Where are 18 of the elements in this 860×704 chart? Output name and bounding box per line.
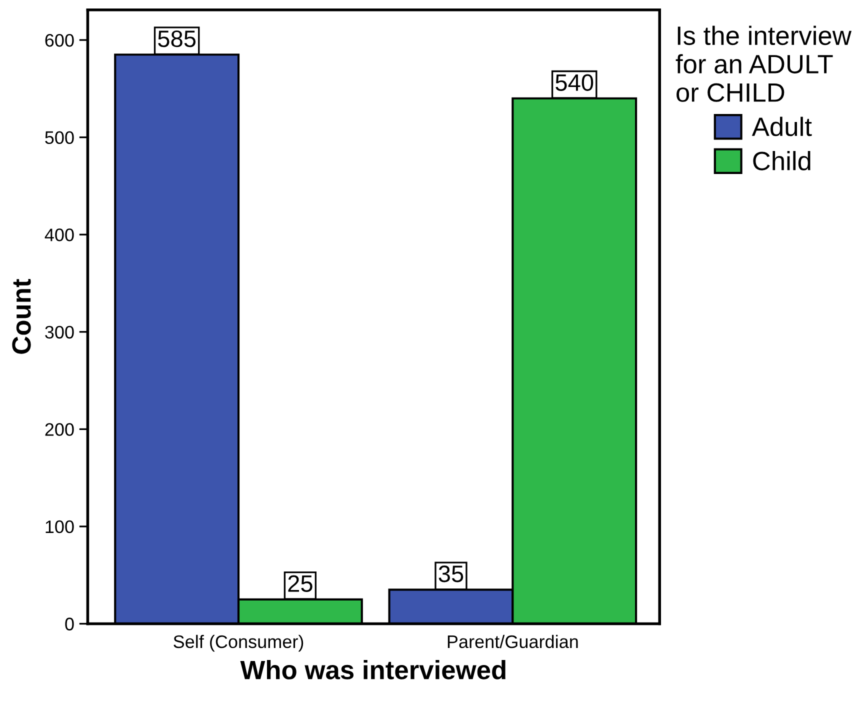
legend-title: Is the interview for an ADULT or CHILD bbox=[676, 26, 852, 102]
x-tick-label: Parent/Guardian bbox=[448, 634, 578, 648]
legend-label: Child bbox=[753, 151, 810, 170]
data-label: 25 bbox=[288, 575, 312, 592]
data-label: 585 bbox=[158, 30, 196, 48]
y-tick-label: 400 bbox=[44, 228, 74, 242]
y-axis-title: Count bbox=[12, 279, 31, 354]
y-tick-label: 600 bbox=[45, 34, 74, 47]
y-tick-label: 0 bbox=[65, 618, 74, 630]
x-axis-title: Who was interviewed bbox=[240, 660, 506, 680]
data-label: 35 bbox=[438, 566, 464, 582]
x-tick-label: Self (Consumer) bbox=[174, 634, 304, 652]
y-tick-label: 500 bbox=[45, 131, 74, 144]
y-tick-label: 300 bbox=[45, 326, 74, 339]
y-tick-label: 100 bbox=[46, 520, 74, 534]
y-tick-label: 200 bbox=[45, 423, 74, 436]
data-label: 540 bbox=[556, 74, 594, 91]
legend-label: Adult bbox=[752, 116, 812, 136]
